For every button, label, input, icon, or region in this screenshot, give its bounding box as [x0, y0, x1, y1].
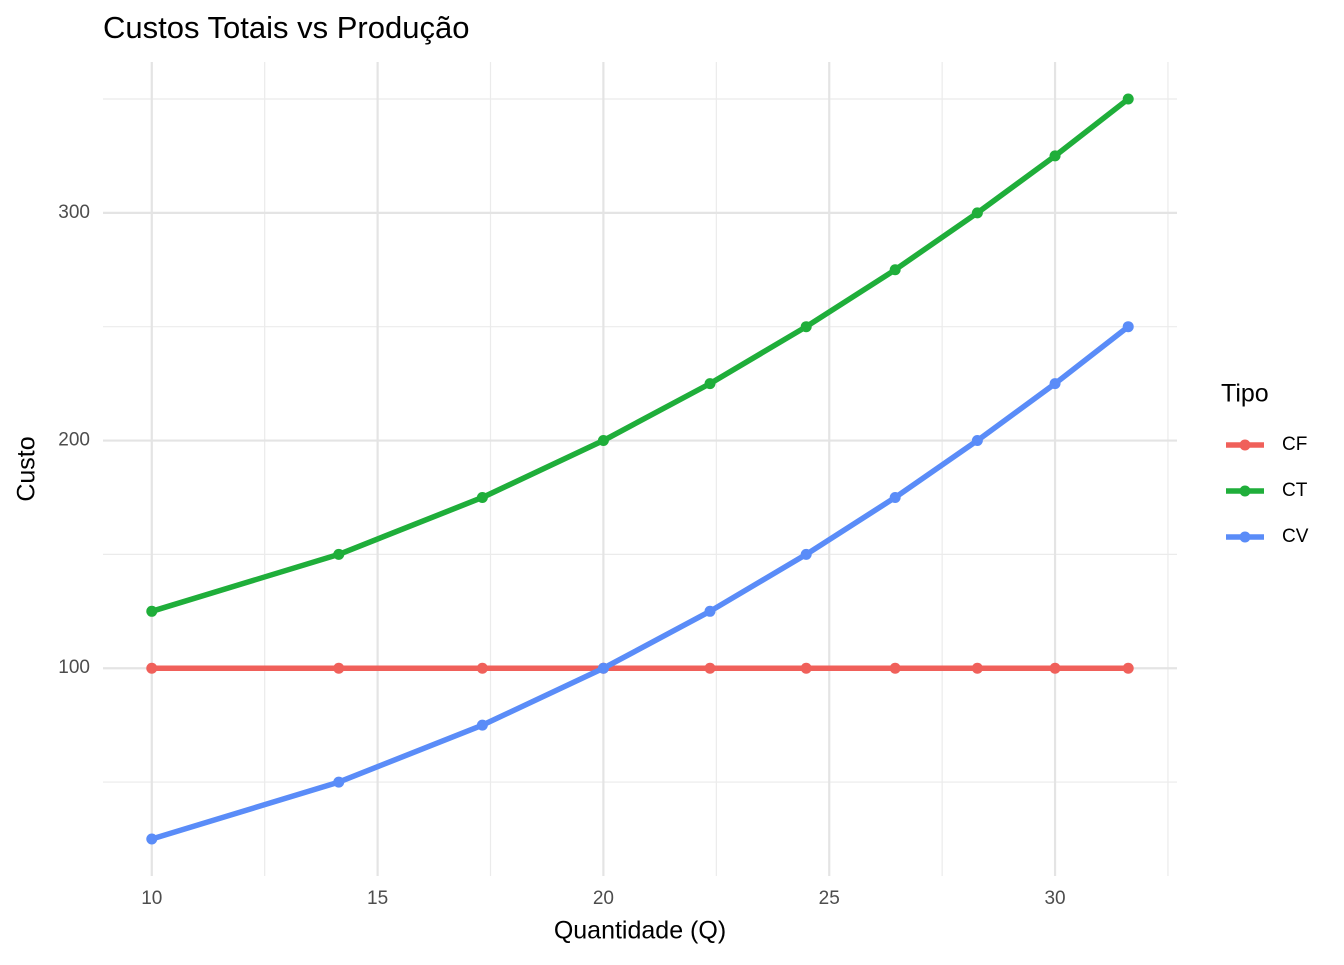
data-point: [800, 548, 812, 560]
y-tick-label: 100: [58, 657, 90, 678]
data-point: [476, 662, 488, 674]
data-point: [704, 605, 716, 617]
data-point: [971, 662, 983, 674]
y-tick-label: 200: [58, 430, 90, 451]
data-point: [333, 548, 345, 560]
legend-swatch-point: [1239, 439, 1251, 451]
series-line: [150, 96, 1130, 614]
x-tick-label: 25: [819, 888, 840, 909]
data-point: [889, 662, 901, 674]
x-tick-label: 20: [593, 888, 614, 909]
data-point: [146, 833, 158, 845]
data-point: [971, 207, 983, 219]
x-tick-label: 10: [141, 888, 162, 909]
series-line: [150, 324, 1130, 842]
legend-label: CV: [1282, 526, 1309, 547]
x-tick-label: 15: [367, 888, 388, 909]
y-tick-label: 300: [58, 202, 90, 223]
legend-swatch-point: [1239, 531, 1251, 543]
data-point: [889, 264, 901, 276]
x-axis-label: Quantidade (Q): [554, 917, 726, 945]
data-point: [597, 662, 609, 674]
data-point: [704, 378, 716, 390]
data-point: [476, 719, 488, 731]
data-point: [1049, 662, 1061, 674]
data-point: [333, 662, 345, 674]
data-point: [333, 776, 345, 788]
legend-title: Tipo: [1221, 380, 1269, 408]
data-point: [704, 662, 716, 674]
legend-swatch-point: [1239, 485, 1251, 497]
data-point: [1049, 150, 1061, 162]
data-point: [1122, 321, 1134, 333]
data-point: [971, 435, 983, 447]
data-point: [800, 321, 812, 333]
data-point: [800, 662, 812, 674]
data-point: [1122, 93, 1134, 105]
legend-label: CT: [1282, 480, 1308, 501]
x-tick-label: 30: [1044, 888, 1065, 909]
data-point: [1122, 662, 1134, 674]
data-point: [146, 662, 158, 674]
data-point: [1049, 378, 1061, 390]
data-point: [597, 435, 609, 447]
chart-title: Custos Totais vs Produção: [103, 10, 469, 45]
data-point: [146, 605, 158, 617]
data-point: [889, 491, 901, 503]
data-point: [476, 491, 488, 503]
y-axis-label: Custo: [13, 436, 41, 501]
legend-label: CF: [1282, 434, 1307, 455]
